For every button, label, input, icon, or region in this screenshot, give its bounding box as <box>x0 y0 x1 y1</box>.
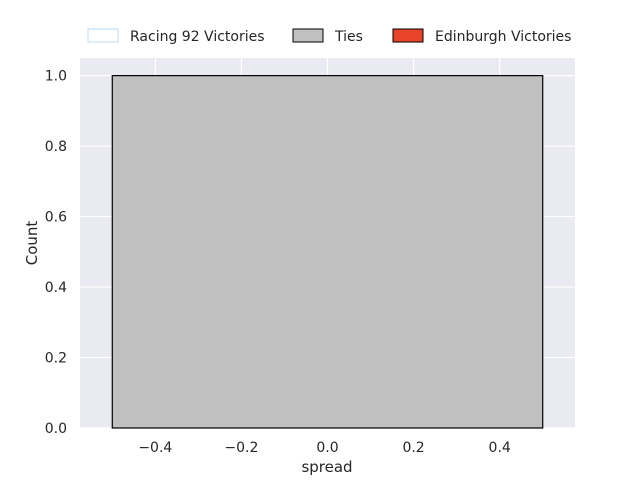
x-tick-label: 0.4 <box>489 440 511 456</box>
x-axis-label: spread <box>301 458 352 476</box>
x-tick-label: −0.4 <box>138 440 172 456</box>
y-tick-label: 1.0 <box>45 69 67 85</box>
y-tick-label: 0.0 <box>45 421 67 437</box>
y-tick-label: 0.4 <box>45 280 67 296</box>
x-tick-label: 0.2 <box>402 440 424 456</box>
legend-swatch <box>292 28 324 43</box>
y-tick-label: 0.6 <box>45 210 67 226</box>
legend-label: Racing 92 Victories <box>130 29 265 45</box>
x-axis-ticks: −0.4 −0.2 0.0 0.2 0.4 <box>138 440 511 456</box>
x-tick-label: −0.2 <box>224 440 258 456</box>
legend-swatch <box>87 28 119 43</box>
y-axis-ticks: 0.0 0.2 0.4 0.6 0.8 1.0 <box>45 69 67 437</box>
y-tick-label: 0.2 <box>45 351 67 367</box>
bars <box>111 75 544 429</box>
x-tick-label: 0.0 <box>316 440 338 456</box>
y-axis-label: Count <box>23 221 41 266</box>
legend: Racing 92 Victories Ties Edinburgh Victori… <box>87 28 571 45</box>
bar <box>111 75 544 429</box>
legend-swatch <box>392 28 424 43</box>
legend-label: Edinburgh Victories <box>435 29 571 45</box>
y-tick-label: 0.8 <box>45 139 67 155</box>
legend-label: Ties <box>334 29 363 45</box>
